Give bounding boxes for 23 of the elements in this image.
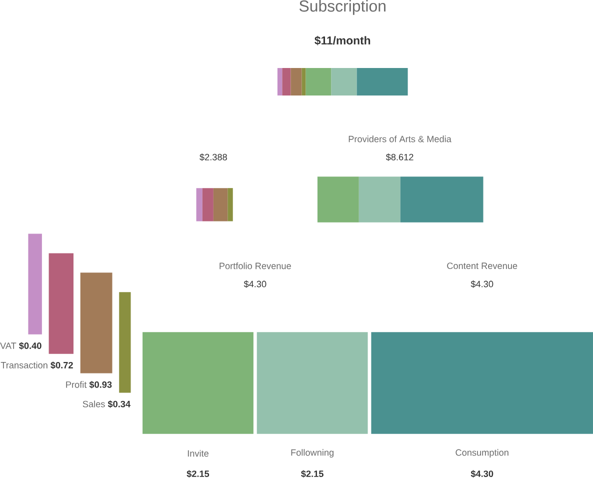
data-label: $2.15 <box>186 470 210 478</box>
text: $2.388 <box>200 154 227 162</box>
data-label: $0.34 <box>108 400 130 408</box>
category-label: Consumption <box>456 449 508 458</box>
data-label: $0.72 <box>50 362 73 370</box>
text: Content Revenue <box>447 262 518 270</box>
text: $4.30 <box>244 280 266 288</box>
text: Subscription <box>299 0 386 16</box>
data-label: $0.40 <box>19 342 42 350</box>
text: $8.612 <box>386 154 414 162</box>
text: $4.30 <box>470 280 494 288</box>
category-label: Invite <box>188 450 208 457</box>
category-label: Profit <box>66 381 87 388</box>
data-label: $2.15 <box>301 470 324 478</box>
text: Providers of Arts & Media <box>348 136 452 142</box>
category-label: Transaction <box>0 362 48 369</box>
data-label: $4.30 <box>470 470 494 478</box>
text: $11/month <box>314 36 370 46</box>
category-label: Followning <box>291 449 334 458</box>
data-label: $0.93 <box>89 381 112 389</box>
category-label: Sales <box>82 400 105 408</box>
text: Portfolio Revenue <box>220 262 291 270</box>
category-label: VAT <box>0 342 16 350</box>
